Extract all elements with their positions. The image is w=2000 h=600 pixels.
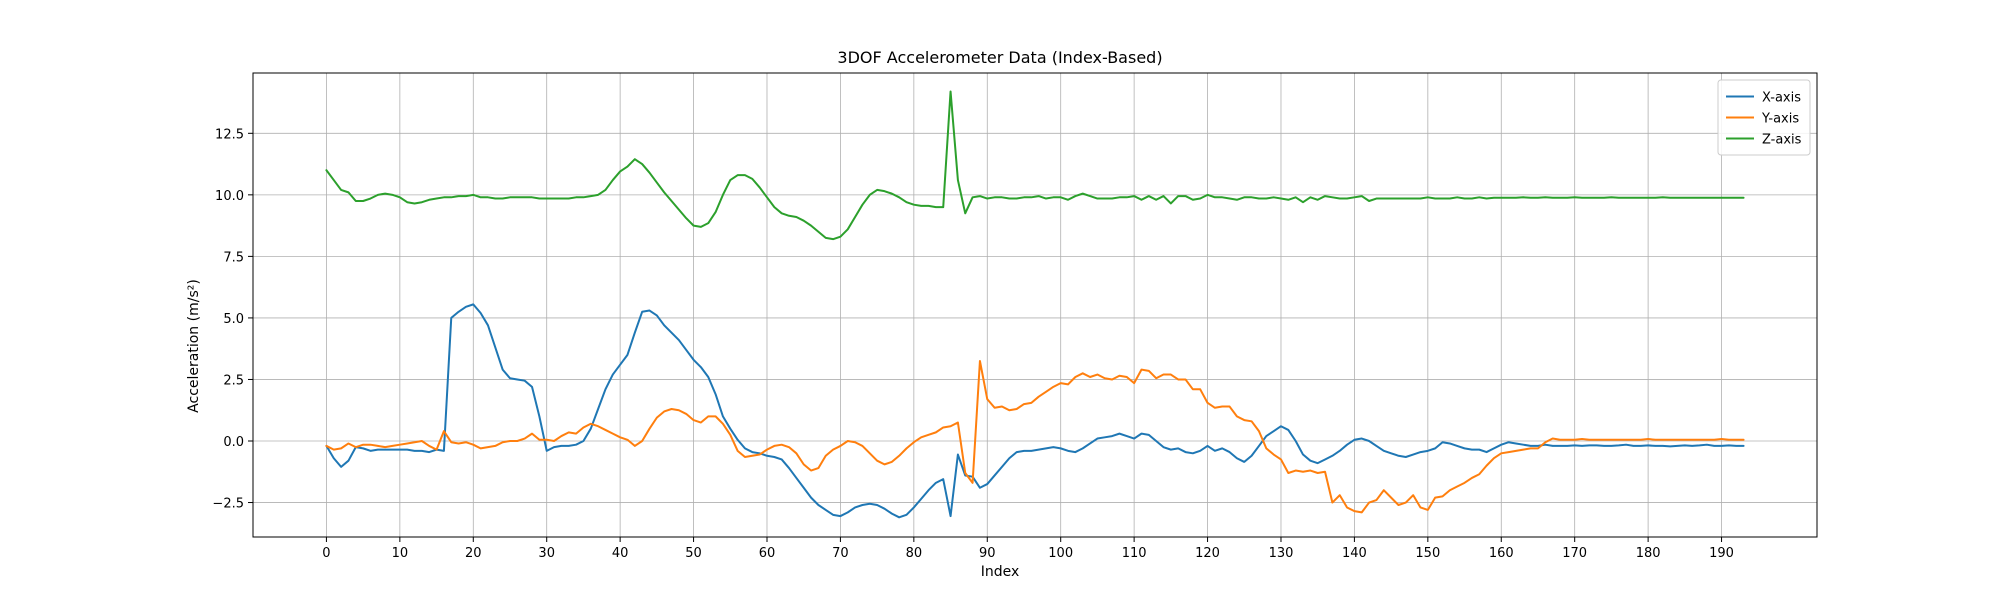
legend: X-axis Y-axis Z-axis: [1717, 79, 1811, 156]
x-tick-label: 70: [832, 546, 849, 561]
x-axis-label: Index: [981, 564, 1020, 580]
x-tick-label: 30: [538, 546, 555, 561]
legend-label-x-axis: X-axis: [1762, 91, 1801, 106]
x-tick-label: 160: [1489, 546, 1514, 561]
grid-lines: [253, 73, 1817, 537]
x-tick-label: 100: [1048, 546, 1073, 561]
x-tick-label: 40: [612, 546, 629, 561]
series-line-y-axis: [325, 360, 1745, 514]
x-tick-label: 90: [979, 546, 996, 561]
x-tick-label: 50: [685, 546, 702, 561]
plot-frame: [252, 72, 1818, 538]
y-tick-label: 7.5: [223, 250, 244, 265]
y-tick-label: −2.5: [212, 497, 244, 512]
x-tick-label: 110: [1122, 546, 1147, 561]
y-tick-label: 2.5: [223, 373, 244, 388]
chart-title: 3DOF Accelerometer Data (Index-Based): [837, 48, 1162, 67]
legend-label-y-axis: Y-axis: [1761, 112, 1799, 127]
x-tick-label: 10: [392, 546, 409, 561]
x-tick-label: 60: [759, 546, 776, 561]
y-tick-label: 5.0: [223, 312, 244, 327]
x-tick-label: 80: [906, 546, 923, 561]
y-tick-label: 0.0: [223, 435, 244, 450]
x-tick-label: 0: [322, 546, 330, 561]
x-tick-label: 130: [1269, 546, 1294, 561]
series-line-z-axis: [325, 90, 1745, 241]
x-tick-label: 180: [1636, 546, 1661, 561]
plot-area: [325, 90, 1745, 519]
axis-ticks: 0 10 20 30 40 50 60 70 80 90 100 110 120 130 140 150 160…: [212, 127, 1734, 561]
legend-box: [1717, 79, 1811, 156]
x-tick-label: 20: [465, 546, 482, 561]
legend-label-z-axis: Z-axis: [1762, 133, 1802, 148]
x-tick-label: 170: [1562, 546, 1587, 561]
x-tick-label: 150: [1415, 546, 1440, 561]
y-tick-label: 10.0: [215, 189, 244, 204]
y-axis-label: Acceleration (m/s²): [186, 279, 202, 413]
y-tick-label: 12.5: [215, 127, 244, 142]
x-tick-label: 190: [1709, 546, 1734, 561]
x-tick-label: 120: [1195, 546, 1220, 561]
x-tick-label: 140: [1342, 546, 1367, 561]
series-line-x-axis: [325, 303, 1745, 519]
